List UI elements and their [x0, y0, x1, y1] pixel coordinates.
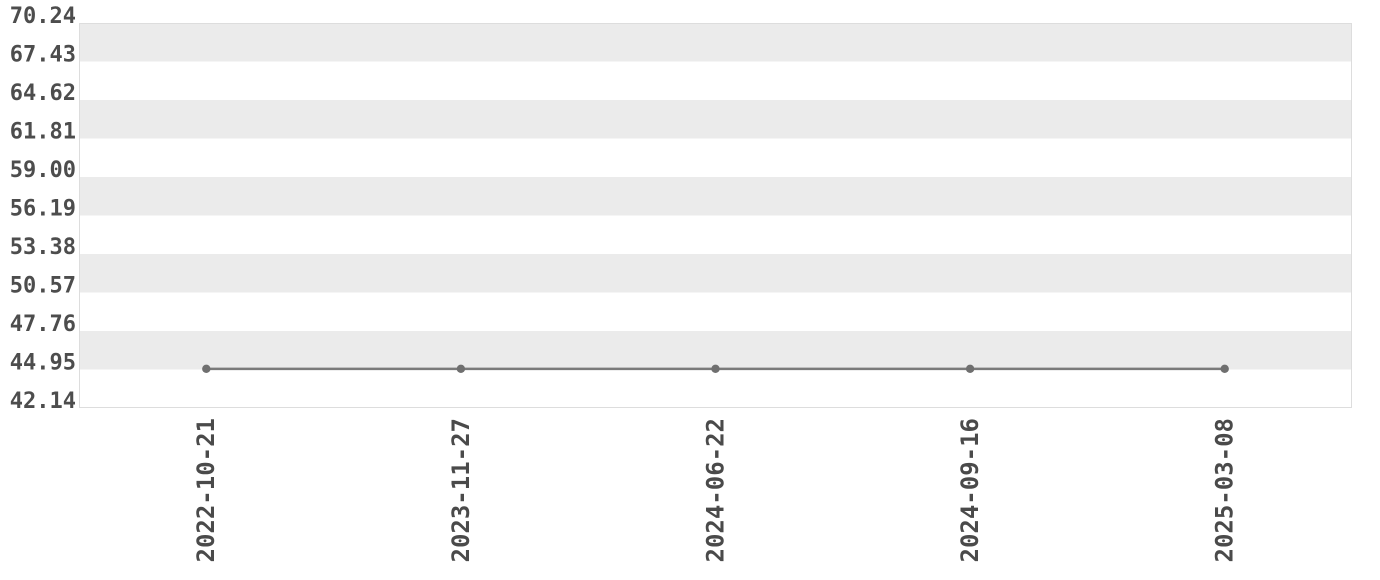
- grid-band: [79, 100, 1352, 139]
- data-point: [202, 364, 211, 374]
- y-axis-tick-label: 42.14: [10, 389, 76, 414]
- data-point: [1220, 364, 1229, 374]
- x-axis-tick-label: 2025-03-08: [1211, 418, 1239, 563]
- x-axis-tick-label: 2023-11-27: [447, 418, 475, 563]
- grid-band: [79, 177, 1352, 216]
- y-axis-tick-label: 47.76: [10, 312, 76, 337]
- x-axis-tick-label: 2022-10-21: [192, 418, 220, 563]
- y-axis-tick-label: 61.81: [10, 120, 76, 145]
- y-axis-tick-label: 56.19: [10, 197, 76, 222]
- x-axis-tick-label: 2024-09-16: [956, 418, 984, 563]
- y-axis-tick-label: 64.62: [10, 81, 76, 106]
- grid-band: [79, 331, 1352, 370]
- y-axis-tick-label: 67.43: [10, 43, 76, 68]
- x-axis-tick-label: 2024-06-22: [701, 418, 729, 563]
- data-point: [965, 364, 975, 374]
- y-axis-tick-label: 53.38: [10, 235, 76, 260]
- grid-band: [79, 23, 1352, 62]
- plot-border: [79, 23, 1352, 408]
- y-axis-tick-label: 70.24: [10, 4, 76, 29]
- grid-band: [79, 254, 1352, 293]
- y-axis-tick-label: 59.00: [10, 158, 76, 183]
- data-point: [456, 364, 466, 374]
- y-axis-tick-label: 44.95: [10, 351, 76, 376]
- data-point: [711, 364, 720, 374]
- y-axis-tick-label: 50.57: [10, 274, 76, 299]
